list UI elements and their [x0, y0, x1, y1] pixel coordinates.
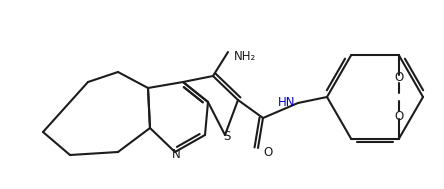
Text: O: O	[394, 110, 404, 123]
Text: O: O	[263, 146, 273, 160]
Text: N: N	[172, 147, 180, 160]
Text: S: S	[223, 129, 231, 143]
Text: HN: HN	[278, 97, 295, 109]
Text: NH₂: NH₂	[234, 50, 256, 64]
Text: O: O	[394, 71, 404, 84]
